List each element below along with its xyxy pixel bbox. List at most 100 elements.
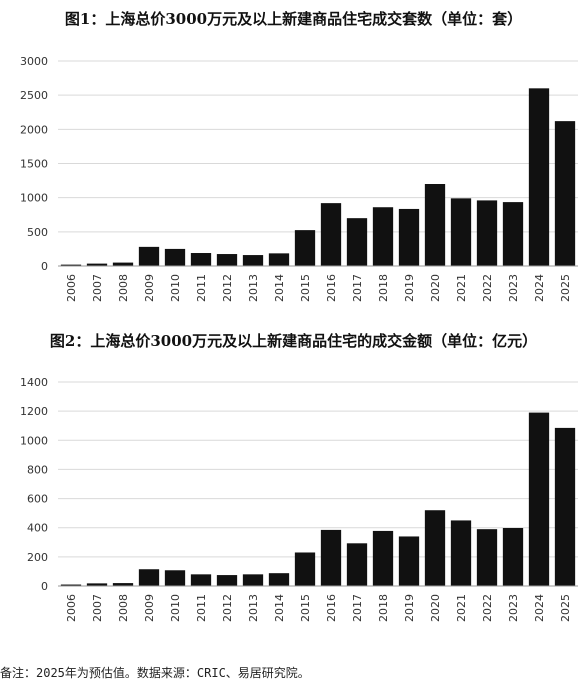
chart2-xtick-label: 2013 xyxy=(247,594,260,622)
chart2-xtick-label: 2019 xyxy=(403,594,416,622)
chart1-bar xyxy=(554,121,576,266)
chart2-bar xyxy=(320,529,342,586)
chart2-bar xyxy=(476,529,498,586)
chart2-xtick-label: 2017 xyxy=(351,594,364,622)
chart2-bar xyxy=(528,412,550,586)
chart2-xtick-label: 2014 xyxy=(273,594,286,622)
chart1-bar xyxy=(294,230,316,266)
chart2-ytick-label: 600 xyxy=(27,493,48,506)
chart1-bar xyxy=(190,253,212,266)
chart1-xtick-label: 2019 xyxy=(403,274,416,302)
chart2-xtick-label: 2006 xyxy=(65,594,78,622)
chart1-xtick-label: 2015 xyxy=(299,274,312,302)
chart2-xtick-label: 2025 xyxy=(559,594,572,622)
chart1-bar xyxy=(60,264,82,266)
chart2-ytick-label: 1200 xyxy=(20,405,48,418)
chart1-ytick-label: 500 xyxy=(27,226,48,239)
chart1-bar xyxy=(138,246,160,266)
chart2-ytick-label: 800 xyxy=(27,463,48,476)
chart1-xtick-label: 2011 xyxy=(195,274,208,302)
chart1-units-sold: 0 500 1000 1500 2000 2500 3000 2006 2007 2008 2009… xyxy=(20,55,578,302)
chart2-xtick-label: 2020 xyxy=(429,594,442,622)
chart1-bar xyxy=(398,208,420,266)
chart2-ytick-label: 0 xyxy=(41,580,48,593)
chart2-bar xyxy=(268,573,290,586)
chart2-bar xyxy=(112,583,134,586)
chart1-bar xyxy=(346,218,368,266)
chart1-xtick-label: 2021 xyxy=(455,274,468,302)
chart1-xtick-label: 2009 xyxy=(143,274,156,302)
chart1-ytick-label: 0 xyxy=(41,260,48,273)
chart1-xtick-label: 2018 xyxy=(377,274,390,302)
chart1-bar xyxy=(216,254,238,266)
chart2-xtick-label: 2007 xyxy=(91,594,104,622)
chart2-xtick-label: 2012 xyxy=(221,594,234,622)
chart2-title: 图2：上海总价3000万元及以上新建商品住宅的成交金额（单位：亿元） xyxy=(49,332,538,350)
chart2-xtick-label: 2021 xyxy=(455,594,468,622)
chart1-xtick-label: 2012 xyxy=(221,274,234,302)
chart2-xtick-label: 2015 xyxy=(299,594,312,622)
chart1-xtick-label: 2023 xyxy=(507,274,520,302)
chart1-ytick-label: 2000 xyxy=(20,123,48,136)
chart1-xtick-label: 2013 xyxy=(247,274,260,302)
chart2-bar xyxy=(424,510,446,586)
chart1-xtick-label: 2016 xyxy=(325,274,338,302)
chart2-bar xyxy=(346,543,368,586)
chart1-xtick-label: 2017 xyxy=(351,274,364,302)
chart1-xtick-label: 2022 xyxy=(481,274,494,302)
chart2-ytick-label: 1400 xyxy=(20,376,48,389)
chart2-ytick-label: 1000 xyxy=(20,434,48,447)
chart2-ytick-label: 400 xyxy=(27,522,48,535)
chart1-ytick-label: 3000 xyxy=(20,55,48,68)
chart1-title: 图1：上海总价3000万元及以上新建商品住宅成交套数（单位：套） xyxy=(64,10,523,28)
chart2-xtick-label: 2008 xyxy=(117,594,130,622)
chart2-bar xyxy=(190,574,212,586)
chart1-xtick-label: 2014 xyxy=(273,274,286,302)
chart2-xtick-label: 2018 xyxy=(377,594,390,622)
chart1-xtick-label: 2024 xyxy=(533,274,546,302)
chart2-transaction-amount: 0 200 400 600 800 1000 1200 1400 2006 2007 2008 200… xyxy=(20,376,578,622)
chart1-xtick-label: 2010 xyxy=(169,274,182,302)
chart1-xtick-label: 2006 xyxy=(65,274,78,302)
chart2-bar xyxy=(554,427,576,586)
chart2-xtick-label: 2011 xyxy=(195,594,208,622)
chart1-bar xyxy=(320,203,342,266)
chart2-bar xyxy=(398,536,420,586)
chart1-bar xyxy=(476,200,498,266)
chart2-bar xyxy=(502,528,524,586)
chart2-bar xyxy=(216,575,238,586)
chart2-xtick-label: 2010 xyxy=(169,594,182,622)
chart2-xtick-label: 2023 xyxy=(507,594,520,622)
footnote: 备注：2025年为预估值。数据来源：CRIC、易居研究院。 xyxy=(0,666,310,680)
chart1-bar xyxy=(242,255,264,266)
chart2-bar xyxy=(86,583,108,586)
chart1-bar xyxy=(528,88,550,266)
chart1-bar xyxy=(424,184,446,266)
chart1-xtick-label: 2008 xyxy=(117,274,130,302)
chart2-bar xyxy=(60,584,82,586)
chart1-bar xyxy=(112,262,134,266)
chart2-bar xyxy=(138,569,160,586)
chart2-bar xyxy=(294,552,316,586)
chart1-bar xyxy=(502,202,524,266)
chart1-bar xyxy=(164,248,186,266)
chart2-bar xyxy=(242,574,264,586)
chart1-ytick-label: 1000 xyxy=(20,192,48,205)
chart2-xtick-label: 2009 xyxy=(143,594,156,622)
chart2-ytick-label: 200 xyxy=(27,551,48,564)
chart1-bar xyxy=(372,207,394,266)
chart1-ytick-label: 2500 xyxy=(20,89,48,102)
chart1-xtick-label: 2007 xyxy=(91,274,104,302)
chart1-ytick-label: 1500 xyxy=(20,158,48,171)
chart2-bar xyxy=(450,520,472,586)
chart1-xtick-label: 2025 xyxy=(559,274,572,302)
chart2-xtick-label: 2022 xyxy=(481,594,494,622)
chart2-xtick-label: 2024 xyxy=(533,594,546,622)
chart2-bar xyxy=(372,530,394,586)
chart1-bar xyxy=(86,263,108,266)
chart2-xtick-label: 2016 xyxy=(325,594,338,622)
chart2-bar xyxy=(164,570,186,586)
chart1-xtick-label: 2020 xyxy=(429,274,442,302)
chart1-bar xyxy=(450,198,472,266)
chart1-bar xyxy=(268,253,290,266)
